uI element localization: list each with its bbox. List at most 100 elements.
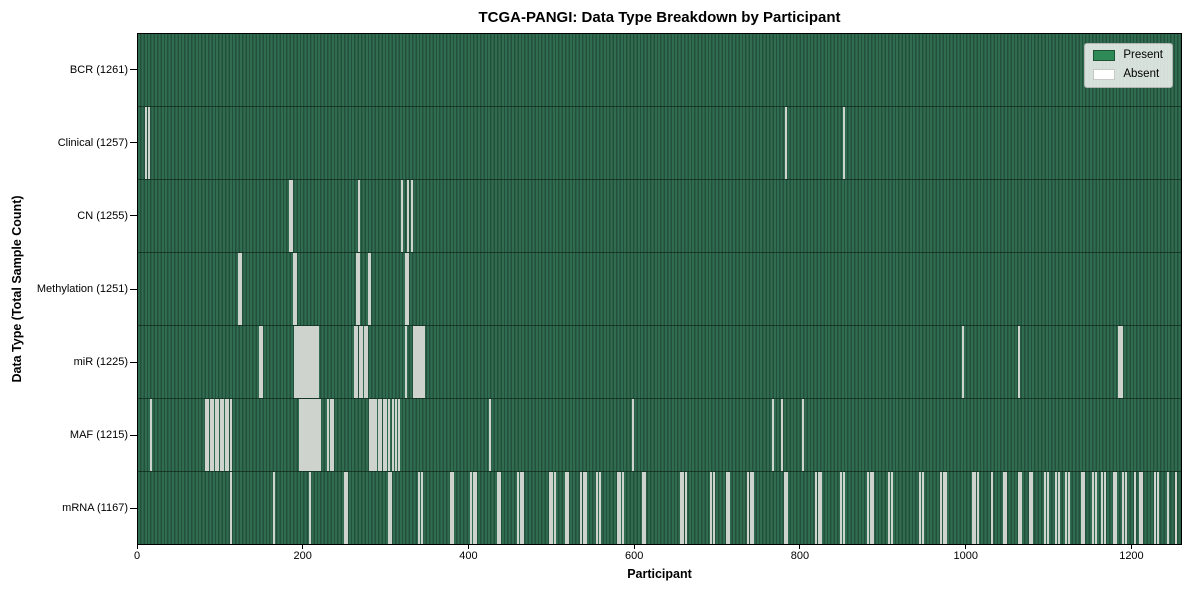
absent-stripe [395, 399, 398, 471]
absent-stripe [406, 180, 409, 252]
absent-stripe [749, 472, 752, 544]
absent-stripe [820, 472, 823, 544]
absent-stripe [314, 326, 316, 398]
absent-stripe [1124, 472, 1127, 544]
x-tick-mark [633, 545, 635, 549]
absent-stripe [496, 472, 499, 544]
absent-stripe [357, 180, 360, 252]
absent-stripe [368, 399, 371, 471]
absent-stripe [1020, 472, 1023, 544]
x-tick-label: 800 [790, 550, 810, 562]
absent-stripe [842, 472, 845, 544]
absent-stripe [1067, 472, 1070, 544]
absent-stripe [357, 253, 360, 325]
absent-stripe [369, 253, 372, 325]
absent-stripe [582, 472, 585, 544]
absent-stripe [307, 399, 310, 471]
absent-stripe [1031, 472, 1034, 544]
absent-stripe [207, 399, 210, 471]
absent-stripe [781, 399, 784, 471]
absent-stripe [974, 472, 977, 544]
absent-stripe [418, 472, 421, 544]
y-tick-mark [130, 69, 137, 71]
absent-stripe [318, 399, 321, 471]
absent-stripe [869, 472, 872, 544]
absent-stripe [414, 326, 417, 398]
absent-stripe [961, 326, 964, 398]
absent-stripe [310, 399, 313, 471]
absent-stripe [304, 399, 307, 471]
absent-stripe [785, 107, 788, 179]
absent-stripe [919, 472, 922, 544]
absent-stripe [684, 472, 687, 544]
rows [138, 34, 1181, 544]
data-row-clinical [138, 107, 1181, 180]
absent-stripe [309, 472, 312, 544]
absent-stripe [398, 399, 401, 471]
absent-stripe [294, 326, 297, 398]
absent-stripe [420, 472, 423, 544]
absent-stripe [385, 399, 388, 471]
legend-swatch-absent-icon [1093, 68, 1116, 80]
absent-stripe [548, 472, 551, 544]
absent-stripe [499, 472, 502, 544]
absent-stripe [361, 326, 364, 398]
absent-stripe [299, 326, 302, 398]
absent-stripe [682, 472, 685, 544]
absent-stripe [1138, 472, 1141, 544]
absent-stripe [237, 253, 240, 325]
absent-stripe [1166, 472, 1169, 544]
absent-stripe [307, 326, 310, 398]
absent-stripe [418, 326, 421, 398]
absent-stripe [406, 253, 409, 325]
legend-entry-absent: Absent [1093, 68, 1163, 81]
legend-entry-present: Present [1093, 49, 1163, 62]
absent-stripe [1080, 472, 1083, 544]
absent-stripe [840, 472, 843, 544]
absent-stripe [1046, 472, 1049, 544]
absent-stripe [567, 472, 570, 544]
absent-stripe [783, 472, 786, 544]
absent-stripe [942, 472, 945, 544]
absent-stripe [305, 399, 308, 471]
absent-stripe [585, 472, 588, 544]
absent-stripe [1083, 472, 1086, 544]
absent-stripe [416, 326, 419, 398]
x-tick-label: 1000 [953, 550, 978, 562]
absent-stripe [976, 472, 979, 544]
absent-stripe [621, 472, 624, 544]
absent-stripe [272, 472, 275, 544]
absent-stripe [802, 399, 804, 471]
absent-stripe [309, 326, 312, 398]
absent-stripe [410, 180, 413, 252]
y-tick-mark [130, 361, 137, 363]
absent-stripe [752, 472, 755, 544]
absent-stripe [329, 399, 332, 471]
absent-stripe [346, 472, 349, 544]
absent-stripe [522, 472, 525, 544]
y-tick-label: Methylation (1251) [36, 283, 128, 295]
absent-stripe [1094, 472, 1097, 544]
absent-stripe [1175, 472, 1178, 544]
absent-stripe [472, 472, 475, 544]
absent-stripe [564, 472, 567, 544]
absent-stripe [679, 472, 682, 544]
absent-stripe [229, 399, 232, 471]
y-tick-mark [130, 507, 137, 509]
absent-stripe [940, 472, 943, 544]
y-tick-label: BCR (1261) [69, 63, 128, 76]
absent-stripe [991, 472, 994, 544]
x-tick-label: 0 [133, 550, 141, 562]
absent-stripe [356, 253, 359, 325]
y-tick-mark [130, 142, 137, 144]
absent-stripe [1122, 472, 1125, 544]
absent-stripe [815, 472, 818, 544]
absent-stripe [302, 399, 305, 471]
absent-stripe [343, 472, 346, 544]
absent-stripe [356, 326, 359, 398]
x-tick-mark [1130, 545, 1132, 549]
absent-stripe [1002, 472, 1005, 544]
absent-stripe [616, 472, 619, 544]
absent-stripe [305, 326, 308, 398]
